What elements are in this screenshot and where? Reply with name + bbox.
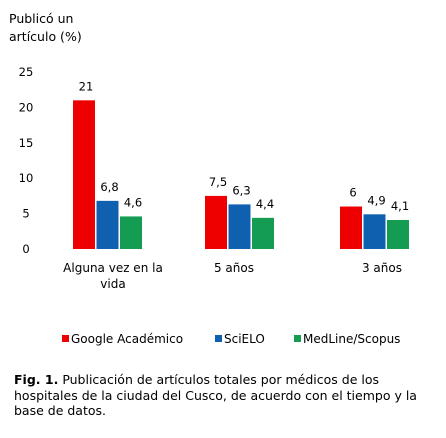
y-tick-label: 10: [19, 171, 34, 185]
bar-2-1: [96, 200, 119, 249]
bar-1-2: [205, 195, 227, 249]
data-label: 4,1: [391, 199, 409, 213]
x-tick-label: 5 años: [214, 261, 254, 275]
x-tick-label: 3 años: [362, 261, 402, 275]
y-tick-label: 5: [22, 207, 29, 221]
legend-swatch: [62, 335, 69, 342]
legend-swatch: [215, 335, 222, 342]
legend-label: SciELO: [224, 332, 265, 346]
bar-2-2: [228, 204, 251, 249]
legend-label: Google Académico: [71, 332, 183, 346]
data-label: 6: [349, 186, 356, 200]
data-label: 6,8: [100, 180, 118, 194]
x-tick-label: Alguna vez en la: [63, 261, 163, 275]
y-tick-label: 20: [19, 100, 34, 114]
bar-3-2: [252, 217, 274, 249]
bar-chart: 0 5 10 15 20 25 21 7,5 6 6,8 6,3 4,9 4,6 4,4 4,1 Alguna…: [19, 65, 409, 346]
data-label: 6,3: [232, 183, 250, 197]
y-tick-label: 0: [22, 242, 29, 256]
bar-1-3: [340, 206, 362, 249]
data-label: 4,9: [367, 193, 385, 207]
bar-3-3: [387, 219, 409, 249]
figure-caption: Fig. 1. Publicación de artículos totales…: [14, 372, 434, 419]
data-label: 4,4: [256, 197, 274, 211]
data-label: 4,6: [124, 195, 142, 209]
figure-caption-text: Publicación de artículos totales por méd…: [14, 372, 417, 418]
x-tick-label-continued: vida: [100, 277, 125, 291]
bar-2-3: [363, 214, 386, 249]
bar-3-1: [120, 216, 142, 249]
y-tick-label: 25: [19, 65, 34, 79]
y-tick-label: 15: [19, 136, 34, 150]
bar-1-1: [73, 100, 95, 249]
figure-caption-label: Fig. 1.: [14, 372, 59, 387]
legend-swatch: [294, 335, 301, 342]
data-label: 7,5: [209, 175, 227, 189]
y-axis-label: Publicó un artículo (%): [9, 11, 82, 44]
legend-label: MedLine/Scopus: [303, 332, 400, 346]
data-label: 21: [79, 79, 94, 93]
